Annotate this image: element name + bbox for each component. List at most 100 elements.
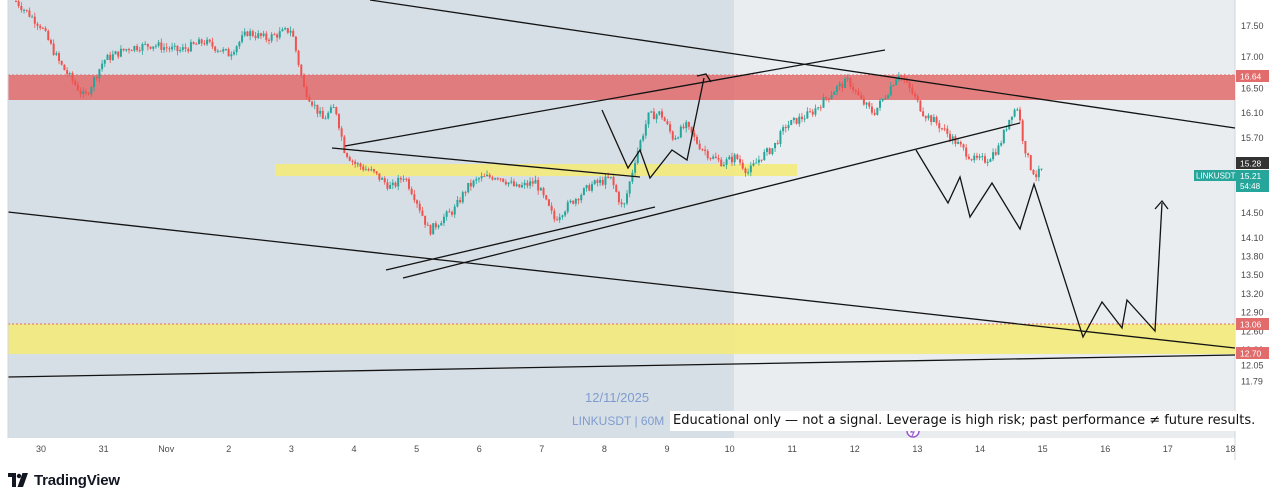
candle-body [125,49,128,51]
candle-body [198,39,201,45]
candle-body [510,181,513,183]
inner-support-line[interactable] [385,206,656,271]
tradingview-logo[interactable]: TradingView [8,470,120,490]
candle-body [685,122,688,129]
candle-body [706,150,709,159]
candle-body [216,50,219,52]
candle-body [68,73,71,75]
descending-channel-top[interactable] [369,0,1236,129]
candle-body [321,110,324,119]
candle-body [852,86,855,91]
candle-body [313,104,316,106]
long-uptrend-line[interactable] [7,354,1236,378]
candle-body [739,159,742,163]
price-tick-label: 13.20 [1241,289,1264,299]
candle-body [1032,169,1035,175]
candle-body [577,199,580,201]
candle-body [451,211,454,215]
candle-body [879,100,882,108]
candle-body [671,131,674,140]
candle-body [381,178,384,180]
candle-body [351,160,354,162]
candle-body [970,159,973,161]
candle-body [889,86,892,96]
candle-body [1008,119,1011,130]
time-tick-label: Nov [158,444,175,454]
candle-body [720,159,723,167]
mid-support-zone[interactable] [275,164,797,176]
candle-body [1024,141,1027,154]
svg-text:13.06: 13.06 [1240,320,1262,330]
candle-body [914,93,917,97]
candle-body [631,172,634,182]
candle-body [835,86,838,92]
candle-body [230,54,233,57]
long-downtrend-line[interactable] [7,211,1236,349]
candle-body [849,78,852,87]
candle-body [241,35,244,42]
rising-channel-bottom[interactable] [402,122,1021,279]
candle-body [747,172,750,174]
candle-body [402,178,405,180]
candle-body [663,117,666,122]
candle-body [857,91,860,96]
candle-body [580,194,583,201]
time-tick-label: 17 [1163,444,1173,454]
bullish-projection-path[interactable] [601,77,705,180]
candle-body [437,225,440,228]
candle-body [407,179,410,189]
candle-body [222,49,225,52]
candle-body [289,30,292,33]
candle-body [459,200,462,203]
drawings[interactable] [7,0,1236,378]
price-tick-label: 14.50 [1241,208,1264,218]
falling-wedge-line[interactable] [331,147,641,178]
candle-body [574,199,577,204]
candle-body [639,140,642,151]
candle-body [765,148,768,152]
bullish-projection-arrowhead [696,73,712,83]
candle-body [300,64,303,76]
candle-body [744,168,747,173]
watermark-date: 12/11/2025 [585,390,649,405]
candle-body [426,224,429,226]
candle-body [526,182,529,186]
candle-body [550,205,553,211]
candle-body [302,75,305,88]
resistance-zone[interactable] [8,75,1235,100]
candle-body [181,47,184,50]
candle-body [1021,120,1024,142]
candle-body [617,191,620,203]
candle-body [795,117,798,124]
candle-body [472,180,475,187]
candle-body [830,94,833,99]
bearish-projection-path[interactable] [915,149,1163,339]
candle-body [545,195,548,200]
candle-body [997,145,1000,155]
candle-body [884,98,887,100]
candle-body [76,84,79,91]
candle-body [270,34,273,41]
candle-body [892,85,895,87]
rising-channel-top[interactable] [344,49,886,147]
price-tick-label: 17.50 [1241,21,1264,31]
demand-zone[interactable] [8,324,1235,354]
candle-body [615,185,618,192]
symbol-price-tag[interactable]: LINKUSDT 15.21 54:48 [1194,170,1269,192]
candle-body [844,78,847,88]
price-tag-demand-top: 13.06 [1236,318,1269,330]
candle-body [556,219,559,221]
candle-body [122,48,125,51]
candle-body [208,39,211,42]
candle-body [66,70,69,75]
candle-body [674,138,677,140]
candle-body [445,211,448,217]
candle-body [421,210,424,216]
candle-body [429,225,432,235]
bearish-projection-arrowhead [1154,199,1169,210]
time-tick-label: 31 [99,444,109,454]
candle-body [596,180,599,183]
candle-body [502,178,505,182]
candle-body [246,31,249,36]
